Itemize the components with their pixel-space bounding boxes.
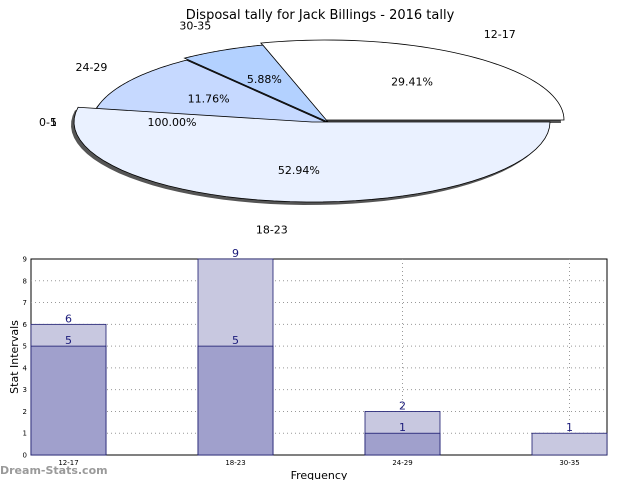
bar-value-label: 9 xyxy=(232,247,239,260)
y-tick-label: 7 xyxy=(23,299,27,307)
y-tick-label: 0 xyxy=(23,452,27,460)
pie-percent-18-23: 52.94% xyxy=(278,164,320,177)
x-axis-label: Frequency xyxy=(291,469,348,480)
pie-title: Disposal tally for Jack Billings - 2016 … xyxy=(186,8,455,23)
bar-value-label: 2 xyxy=(399,399,406,412)
bar-12-17-series-1 xyxy=(30,345,107,456)
bar-value-label: 5 xyxy=(65,334,72,347)
bar-value-label: 6 xyxy=(65,312,72,325)
bar-value-label: 5 xyxy=(232,334,239,347)
pie-label-0-5: 0-5 xyxy=(39,116,57,129)
bar-30-35-series-0 xyxy=(531,432,608,456)
pie-slice-30-35 xyxy=(183,44,329,123)
pie-slice-18-23 xyxy=(73,106,551,203)
y-tick-label: 3 xyxy=(23,386,27,394)
x-tick-label: 12-17 xyxy=(58,459,78,467)
bar-18-23-series-1 xyxy=(197,345,274,456)
pie-slice-12-17 xyxy=(260,39,565,121)
pie-percent-0-5: 100.00% xyxy=(148,116,197,129)
x-tick-label: 18-23 xyxy=(225,459,245,467)
y-tick-label: 8 xyxy=(23,277,27,285)
y-tick-label: 1 xyxy=(23,430,27,438)
x-tick-label: 30-35 xyxy=(559,459,579,467)
pie-label-12-17: 12-17 xyxy=(484,28,516,41)
pie-label-24-29: 24-29 xyxy=(75,61,107,74)
y-tick-label: 5 xyxy=(23,343,27,351)
watermark: Dream-Stats.com xyxy=(0,464,108,477)
pie-percent-30-35: 5.88% xyxy=(247,73,282,86)
bar-value-label: 1 xyxy=(399,421,406,434)
y-axis-label: Stat Intervals xyxy=(8,320,21,394)
bar-chart: 0 1 2 3 4 5 6 7 8 9 6 5 12-17 9 5 18-23 2 1 24-29 1 30-35 xyxy=(23,247,608,467)
pie-chart: 12-17 29.41% 30-35 5.88% 24-29 11.76% 18-23 52.… xyxy=(39,19,565,237)
bar-24-29-series-1 xyxy=(364,432,441,456)
pie-percent-24-29: 11.76% xyxy=(188,93,230,106)
x-tick-label: 24-29 xyxy=(392,459,412,467)
pie-percent-12-17: 29.41% xyxy=(391,76,433,89)
pie-slice-24-29 xyxy=(95,59,331,125)
y-tick-label: 4 xyxy=(23,364,28,372)
y-tick-label: 2 xyxy=(23,408,27,416)
plot-frame xyxy=(30,258,608,456)
y-tick-label: 9 xyxy=(23,256,27,264)
bar-value-label: 1 xyxy=(566,421,573,434)
y-tick-label: 6 xyxy=(23,321,28,329)
pie-label-extra: 1 xyxy=(50,116,57,129)
pie-label-30-35: 30-35 xyxy=(179,19,211,32)
pie-label-18-23: 18-23 xyxy=(256,224,288,237)
